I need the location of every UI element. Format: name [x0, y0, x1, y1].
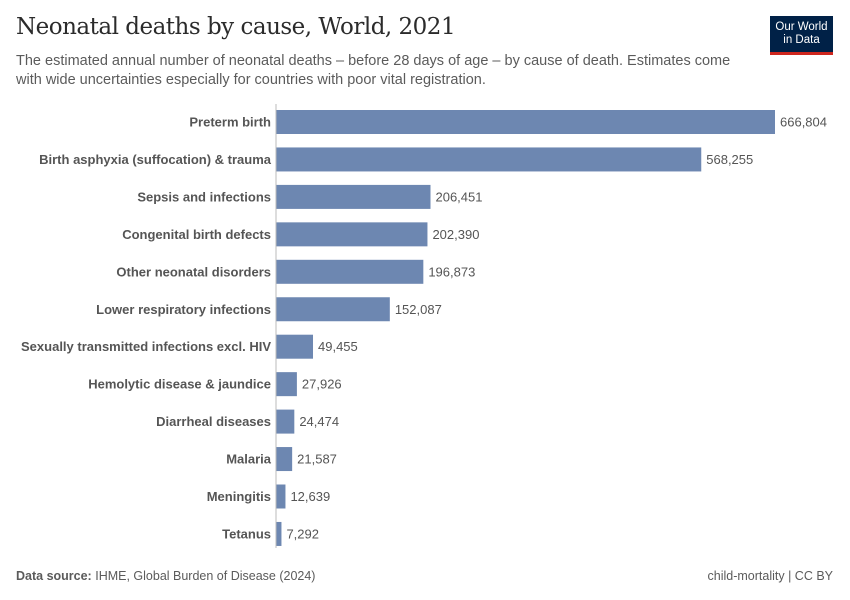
category-label: Meningitis	[207, 489, 271, 504]
bar[interactable]	[276, 259, 424, 284]
category-label: Birth asphyxia (suffocation) & trauma	[39, 152, 272, 167]
source-label: Data source:	[16, 569, 92, 583]
value-label: 7,292	[286, 526, 319, 541]
chart-title: Neonatal deaths by cause, World, 2021	[16, 14, 456, 40]
value-label: 666,804	[780, 115, 827, 130]
category-label: Other neonatal disorders	[116, 264, 271, 279]
bar[interactable]	[276, 222, 428, 247]
bar[interactable]	[276, 521, 282, 546]
source-text[interactable]: IHME, Global Burden of Disease (2024)	[95, 569, 316, 583]
value-label: 568,255	[706, 152, 753, 167]
category-label: Diarrheal diseases	[156, 414, 271, 429]
bar[interactable]	[276, 334, 314, 359]
category-label: Sexually transmitted infections excl. HI…	[21, 339, 271, 354]
value-label: 12,639	[290, 489, 330, 504]
category-label: Hemolytic disease & jaundice	[88, 377, 271, 392]
category-label: Preterm birth	[189, 115, 271, 130]
owid-logo[interactable]: Our World in Data	[770, 16, 833, 55]
value-label: 27,926	[302, 377, 342, 392]
value-label: 206,451	[435, 189, 482, 204]
chart-subtitle: The estimated annual number of neonatal …	[16, 53, 731, 88]
license[interactable]: child-mortality | CC BY	[707, 569, 834, 583]
data-source: Data source: IHME, Global Burden of Dise…	[16, 569, 315, 583]
bar[interactable]	[276, 184, 431, 209]
value-label: 152,087	[395, 302, 442, 317]
category-label: Lower respiratory infections	[96, 302, 271, 317]
value-label: 49,455	[318, 339, 358, 354]
category-label: Congenital birth defects	[122, 227, 271, 242]
bar[interactable]	[276, 409, 295, 434]
bar[interactable]	[276, 372, 297, 397]
category-label: Sepsis and infections	[137, 189, 271, 204]
logo-line-1: Our World	[775, 21, 828, 33]
logo-line-2: in Data	[783, 34, 820, 46]
value-label: 202,390	[432, 227, 479, 242]
category-label: Malaria	[226, 452, 272, 467]
bar[interactable]	[276, 484, 286, 509]
bar[interactable]	[276, 147, 702, 172]
bar[interactable]	[276, 110, 775, 134]
bar[interactable]	[276, 447, 293, 472]
value-label: 21,587	[297, 452, 337, 467]
value-label: 196,873	[428, 264, 475, 279]
bar-chart: Preterm birth 666,804 Birth asphyxia (suff…	[21, 104, 827, 548]
value-label: 24,474	[299, 414, 339, 429]
bar[interactable]	[276, 297, 390, 322]
category-label: Tetanus	[222, 526, 271, 541]
